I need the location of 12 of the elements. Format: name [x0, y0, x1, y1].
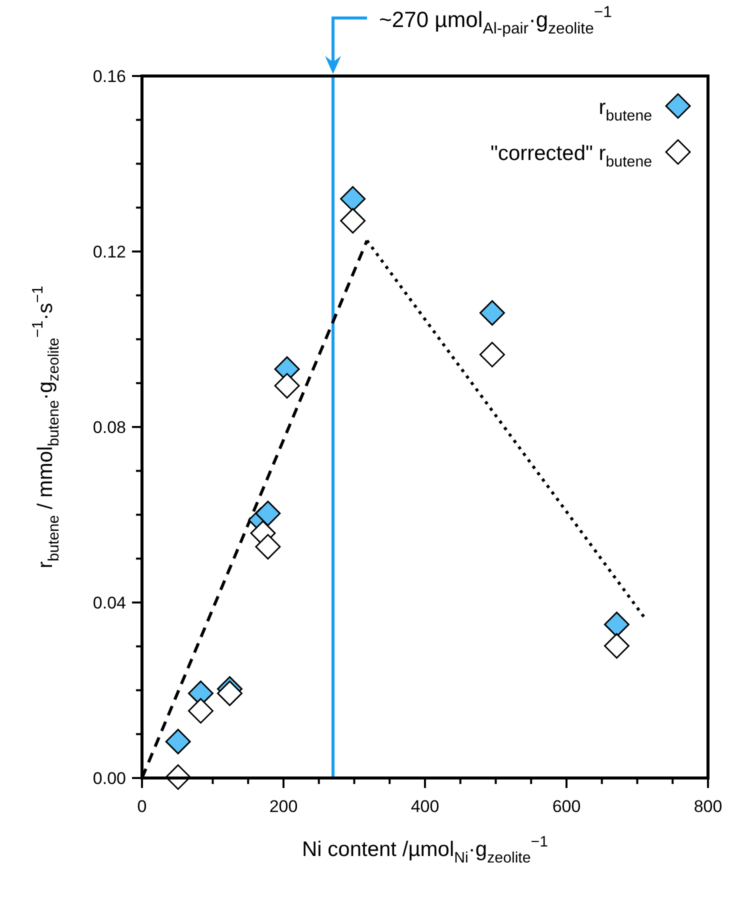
x-tick-label: 600: [552, 797, 581, 816]
y-tick-label: 0.16: [92, 67, 126, 86]
y-tick-label: 0.04: [92, 594, 126, 612]
x-tick-label: 200: [269, 797, 298, 816]
y-tick-label: 0.12: [92, 242, 126, 262]
y-tick-label: 0.08: [92, 418, 126, 437]
legend-label: r$_{butene}$: [598, 96, 652, 124]
y-tick-label: 0.00: [92, 769, 126, 788]
x-tick-label: 400: [410, 797, 440, 816]
legend-label: "corrected" r$_{butene}$: [490, 142, 652, 170]
x-tick-label: 0: [137, 797, 147, 816]
x-tick-label: 800: [694, 797, 722, 816]
